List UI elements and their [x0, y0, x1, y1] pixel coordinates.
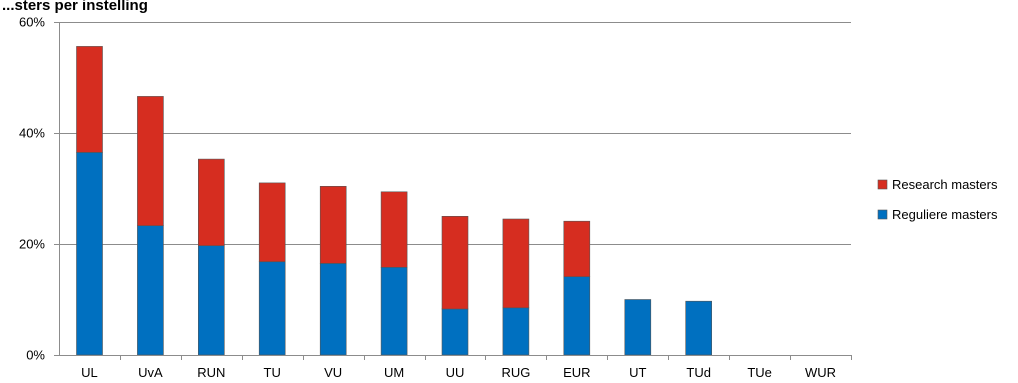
x-tick-label: RUN	[197, 365, 225, 380]
x-tick-label: UvA	[138, 365, 163, 380]
bar-research-masters-uu	[441, 216, 469, 310]
bar-research-masters-rug	[502, 218, 530, 309]
bar-reguliere-masters-tud	[685, 300, 713, 356]
y-tick-label: 60%	[19, 15, 45, 30]
y-tick-label: 40%	[19, 126, 45, 141]
x-axis-labels: UL UvA RUN TU VU UM UU RUG EUR UT TUd TUe WUR	[81, 355, 852, 380]
bar-research-masters-eur	[563, 220, 591, 277]
x-tick-label: UU	[446, 365, 465, 380]
gridlines	[59, 22, 851, 245]
bar-reguliere-masters-uu	[441, 308, 469, 356]
bar-research-masters-um	[380, 191, 408, 268]
x-tick-label: UT	[629, 365, 646, 380]
legend-swatch	[877, 179, 888, 190]
bar-research-masters-vu	[319, 186, 347, 264]
x-tick-label: UM	[384, 365, 404, 380]
x-tick-label: UL	[81, 365, 98, 380]
legend-label: Research masters	[892, 177, 998, 192]
bar-reguliere-masters-tu	[258, 261, 286, 356]
legend: Research masters Reguliere masters	[877, 177, 998, 222]
x-tick-label: VU	[324, 365, 342, 380]
bar-research-masters-uva	[137, 96, 164, 227]
bar-reguliere-masters-ut	[624, 299, 652, 356]
bar-research-masters-run	[198, 158, 225, 247]
legend-swatch	[877, 209, 888, 220]
bar-reguliere-masters-um	[380, 266, 408, 356]
legend-label: Reguliere masters	[892, 207, 998, 222]
x-tick-label: WUR	[805, 365, 836, 380]
bar-research-masters-tu	[258, 182, 286, 262]
x-tick-label: RUG	[501, 365, 530, 380]
bars	[76, 46, 713, 356]
bar-reguliere-masters-vu	[319, 263, 347, 356]
y-tick-label: 20%	[19, 237, 45, 252]
y-tick-label: 0%	[26, 348, 45, 363]
bar-reguliere-masters-run	[198, 245, 225, 356]
bar-reguliere-masters-eur	[563, 276, 591, 356]
x-tick-label: TUe	[747, 365, 772, 380]
y-axis-ticks: 0% 20% 40% 60%	[19, 15, 59, 363]
x-tick-label: TUd	[686, 365, 711, 380]
chart-title: ...sters per instelling	[2, 0, 148, 14]
bar-reguliere-masters-rug	[502, 307, 530, 356]
axes	[59, 22, 851, 356]
x-tick-label: TU	[264, 365, 281, 380]
bar-reguliere-masters-uva	[137, 225, 164, 356]
bar-research-masters-ul	[76, 46, 103, 153]
bar-reguliere-masters-ul	[76, 152, 103, 356]
x-tick-label: EUR	[563, 365, 590, 380]
